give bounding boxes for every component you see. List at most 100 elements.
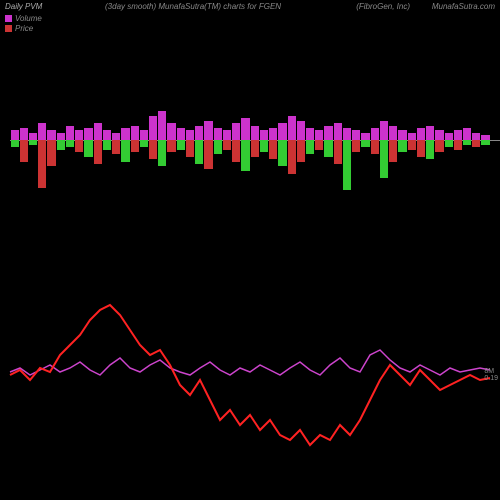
bar-positive — [269, 128, 277, 140]
bar-positive — [334, 123, 342, 140]
axis-label: 0.19 — [484, 375, 498, 382]
bar-slot — [278, 80, 286, 200]
bar-slot — [177, 80, 185, 200]
legend-label: Price — [15, 24, 33, 33]
bar-positive — [315, 130, 323, 140]
bar-slot — [94, 80, 102, 200]
bar-slot — [445, 80, 453, 200]
bar-negative — [269, 140, 277, 159]
bar-negative — [398, 140, 406, 152]
bar-slot — [11, 80, 19, 200]
line-series-price — [10, 305, 490, 445]
chart-company: (FibroGen, Inc) — [356, 2, 410, 11]
bar-positive — [389, 126, 397, 140]
bar-positive — [140, 130, 148, 140]
bar-positive — [352, 130, 360, 140]
bar-positive — [75, 130, 83, 140]
bar-slot — [195, 80, 203, 200]
bar-positive — [103, 130, 111, 140]
bar-slot — [417, 80, 425, 200]
bar-slot — [57, 80, 65, 200]
bar-negative — [380, 140, 388, 178]
bar-slot — [389, 80, 397, 200]
bar-negative — [454, 140, 462, 150]
bar-slot — [38, 80, 46, 200]
legend-item: Volume — [5, 14, 42, 23]
bar-negative — [278, 140, 286, 166]
bar-positive — [435, 130, 443, 140]
bar-negative — [334, 140, 342, 164]
bar-positive — [94, 123, 102, 140]
bar-slot — [84, 80, 92, 200]
bar-positive — [398, 130, 406, 140]
bar-slot — [361, 80, 369, 200]
bar-slot — [408, 80, 416, 200]
bar-positive — [66, 126, 74, 140]
bar-positive — [112, 133, 120, 140]
bar-negative — [103, 140, 111, 150]
chart-subtitle: (3day smooth) MunafaSutra(TM) charts for… — [105, 2, 281, 11]
bar-slot — [334, 80, 342, 200]
bar-positive — [232, 123, 240, 140]
bar-negative — [131, 140, 139, 152]
bar-negative — [195, 140, 203, 164]
bar-slot — [306, 80, 314, 200]
bar-positive — [472, 133, 480, 140]
bar-slot — [481, 80, 489, 200]
bar-slot — [435, 80, 443, 200]
bar-negative — [11, 140, 19, 147]
bar-slot — [186, 80, 194, 200]
legend-label: Volume — [15, 14, 42, 23]
bar-positive — [445, 133, 453, 140]
bar-slot — [29, 80, 37, 200]
bar-slot — [66, 80, 74, 200]
bar-negative — [241, 140, 249, 171]
bar-positive — [121, 128, 129, 140]
bar-negative — [352, 140, 360, 152]
bar-slot — [75, 80, 83, 200]
bar-positive — [371, 128, 379, 140]
line-chart — [10, 280, 490, 460]
bar-positive — [251, 126, 259, 140]
bar-slot — [315, 80, 323, 200]
bar-positive — [278, 123, 286, 140]
bar-negative — [75, 140, 83, 152]
bar-slot — [426, 80, 434, 200]
bar-slot — [454, 80, 462, 200]
bar-slot — [297, 80, 305, 200]
bar-negative — [463, 140, 471, 145]
bar-slot — [371, 80, 379, 200]
bar-positive — [306, 128, 314, 140]
bar-negative — [426, 140, 434, 159]
bar-negative — [121, 140, 129, 162]
bar-negative — [214, 140, 222, 154]
bar-positive — [380, 121, 388, 140]
bar-positive — [29, 133, 37, 140]
bar-slot — [324, 80, 332, 200]
bar-negative — [186, 140, 194, 157]
bar-positive — [38, 123, 46, 140]
bar-positive — [417, 128, 425, 140]
bar-slot — [352, 80, 360, 200]
bar-slot — [103, 80, 111, 200]
bar-negative — [20, 140, 28, 162]
bar-negative — [167, 140, 175, 152]
bar-negative — [94, 140, 102, 164]
bar-slot — [260, 80, 268, 200]
bar-positive — [408, 133, 416, 140]
bar-slot — [214, 80, 222, 200]
bar-positive — [47, 130, 55, 140]
bar-negative — [361, 140, 369, 147]
bar-slot — [398, 80, 406, 200]
bar-positive — [288, 116, 296, 140]
bar-positive — [195, 126, 203, 140]
bar-negative — [481, 140, 489, 145]
bar-negative — [140, 140, 148, 147]
legend-swatch — [5, 25, 12, 32]
bar-negative — [417, 140, 425, 157]
bar-negative — [343, 140, 351, 190]
bar-negative — [389, 140, 397, 162]
bar-slot — [288, 80, 296, 200]
bar-positive — [11, 130, 19, 140]
line-chart-svg — [10, 280, 490, 460]
